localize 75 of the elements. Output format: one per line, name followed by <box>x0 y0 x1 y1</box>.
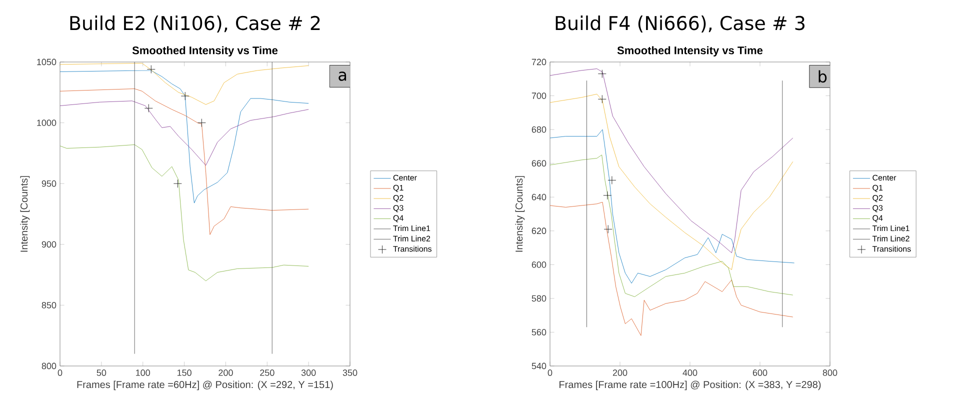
y-tick-label: 540 <box>532 362 546 370</box>
point <box>604 224 612 234</box>
legend-label: Trim Line1 <box>872 225 910 232</box>
line-series <box>60 144 309 282</box>
x-axis-title: Frames [Frame rate =60Hz] @ Position: (X =292, Y =151) <box>77 380 333 390</box>
x-tick-label: 250 <box>260 370 274 376</box>
x-tick-label: 300 <box>301 370 316 376</box>
line-series <box>60 63 309 105</box>
x-tick-label: 200 <box>612 370 628 376</box>
legend-label: Q4 <box>872 215 883 222</box>
point <box>146 65 156 74</box>
point <box>598 94 606 104</box>
legend-label: Q3 <box>872 205 883 212</box>
chart-subtitle: Smoothed Intensity vs Time <box>617 46 763 56</box>
point <box>173 179 182 188</box>
legend-label: Q2 <box>393 195 404 202</box>
chart-title: Build F4 (Ni666), Case # 3 <box>556 16 804 32</box>
x-tick-label: 400 <box>682 370 698 376</box>
point <box>603 191 612 200</box>
line-series <box>550 154 794 297</box>
line-series <box>60 100 309 166</box>
y-tick-label: 600 <box>532 261 546 268</box>
y-tick-label: 850 <box>42 302 56 308</box>
point <box>598 70 606 78</box>
legend-label: Q1 <box>393 184 404 192</box>
y-axis-title: Intensity [Counts] <box>20 176 30 252</box>
y-tick-label: 720 <box>532 58 546 66</box>
x-tick-label: 600 <box>752 370 768 376</box>
y-tick-label: 1050 <box>37 58 56 66</box>
x-tick-label: 150 <box>177 370 192 376</box>
legend-label: Trim Line1 <box>393 225 430 232</box>
legend-label: Trim Line2 <box>393 236 430 242</box>
x-tick-label: 100 <box>136 370 150 376</box>
point <box>197 118 206 127</box>
y-tick-label: 800 <box>42 362 56 370</box>
y-tick-label: 900 <box>42 241 56 248</box>
annotation: b <box>818 70 827 83</box>
legend-label: Q1 <box>872 184 883 192</box>
y-tick-label: 680 <box>532 126 546 133</box>
legend-label: Center <box>393 174 417 180</box>
y-tick-label: 620 <box>532 228 546 234</box>
point <box>180 92 190 100</box>
x-tick-label: 0 <box>58 370 62 376</box>
y-tick-label: 560 <box>532 329 546 336</box>
y-tick-label: 580 <box>532 295 546 302</box>
line-series <box>550 68 794 254</box>
x-tick-label: 800 <box>822 370 838 376</box>
line-series <box>550 202 794 336</box>
line-series <box>60 70 309 204</box>
y-tick-label: 640 <box>532 194 546 200</box>
x-tick-label: 350 <box>342 370 358 376</box>
x-tick-label: 50 <box>96 370 106 376</box>
legend-label: Q3 <box>393 205 404 212</box>
legend-label: Transitions <box>872 246 911 252</box>
y-tick-label: 660 <box>532 160 546 167</box>
x-tick-label: 200 <box>218 370 233 376</box>
legend-label: Transitions <box>393 246 432 252</box>
point <box>608 176 616 184</box>
chart-subtitle: Smoothed Intensity vs Time <box>132 46 278 56</box>
annotation: a <box>338 72 346 81</box>
legend-label: Center <box>872 174 896 180</box>
line-series <box>550 129 794 284</box>
legend-label: Q4 <box>393 215 404 222</box>
y-tick-label: 700 <box>532 92 546 99</box>
y-tick-label: 1000 <box>37 120 56 126</box>
y-axis-title: Intensity [Counts] <box>515 176 525 252</box>
x-axis-title: Frames [Frame rate =100Hz] @ Position: (X =383, Y =298) <box>560 380 821 390</box>
point <box>144 104 153 112</box>
legend-label: Trim Line2 <box>872 236 910 242</box>
line-series <box>550 94 794 270</box>
chart-title: Build E2 (Ni106), Case # 2 <box>70 16 320 32</box>
legend-label: Q2 <box>872 195 883 202</box>
line-series <box>60 88 309 235</box>
y-tick-label: 950 <box>42 180 56 187</box>
x-tick-label: 0 <box>548 370 552 376</box>
